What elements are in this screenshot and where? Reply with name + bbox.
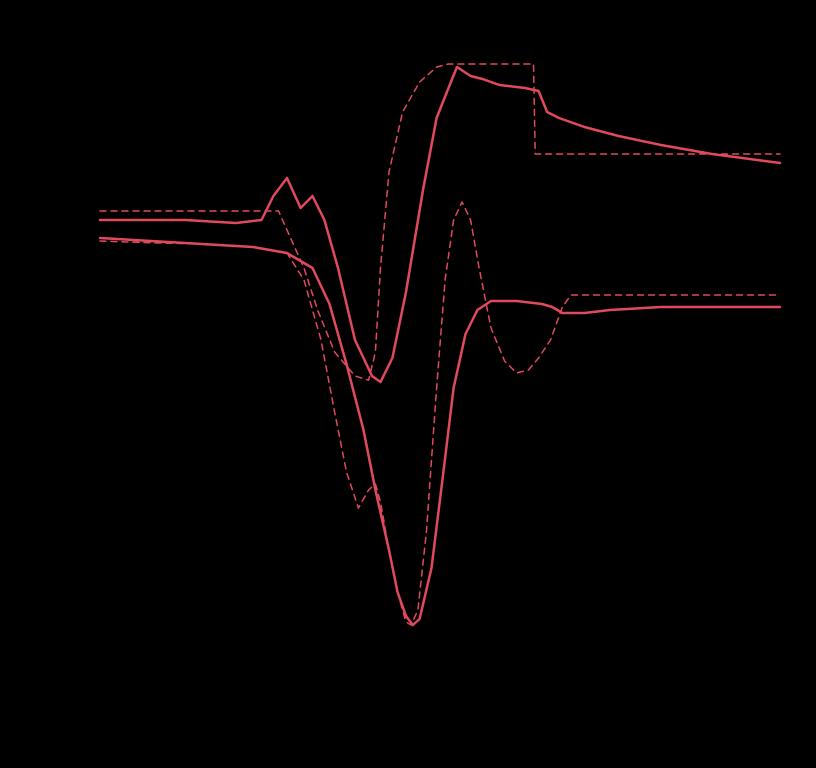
svg-text:down: down	[22, 645, 70, 667]
svg-text:-50: -50	[341, 653, 370, 675]
svg-text:Heat Flow: Heat Flow	[14, 281, 44, 398]
svg-text:Endo.: Endo.	[20, 623, 72, 645]
svg-text:50: 50	[514, 653, 536, 675]
svg-text:-100: -100	[250, 653, 290, 675]
svg-text:Temperature (°C): Temperature (°C)	[340, 684, 540, 714]
svg-text:100: 100	[593, 653, 626, 675]
chart-container: -200 -150 -100 -50 0 50 100 150 200 Temperature (…	[0, 0, 816, 768]
svg-text:-150: -150	[165, 653, 205, 675]
svg-text:200: 200	[763, 653, 796, 675]
svg-text:0: 0	[434, 653, 445, 675]
svg-text:-200: -200	[80, 653, 120, 675]
svg-text:150: 150	[678, 653, 711, 675]
chart-svg: -200 -150 -100 -50 0 50 100 150 200 Temperature (…	[0, 0, 816, 768]
